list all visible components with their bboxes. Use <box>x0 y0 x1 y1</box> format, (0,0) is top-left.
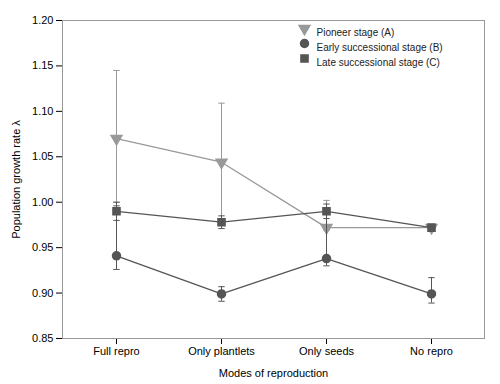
svg-text:Late successional stage (C): Late successional stage (C) <box>317 57 440 68</box>
svg-text:Pioneer stage (A): Pioneer stage (A) <box>317 27 395 38</box>
svg-text:No repro: No repro <box>410 345 453 357</box>
svg-text:Only plantlets: Only plantlets <box>188 345 255 357</box>
svg-text:1.15: 1.15 <box>32 59 53 71</box>
svg-text:0.90: 0.90 <box>32 287 53 299</box>
svg-text:Only seeds: Only seeds <box>299 345 355 357</box>
svg-text:0.85: 0.85 <box>32 332 53 344</box>
svg-text:Full repro: Full repro <box>93 345 139 357</box>
svg-text:Population growth rate λ: Population growth rate λ <box>10 120 22 239</box>
svg-text:1.05: 1.05 <box>32 150 53 162</box>
svg-text:1.20: 1.20 <box>32 14 53 26</box>
svg-text:0.95: 0.95 <box>32 241 53 253</box>
svg-text:1.00: 1.00 <box>32 196 53 208</box>
svg-text:Early successional stage (B): Early successional stage (B) <box>317 42 443 53</box>
svg-text:Modes of reproduction: Modes of reproduction <box>219 367 328 379</box>
svg-text:1.10: 1.10 <box>32 105 53 117</box>
